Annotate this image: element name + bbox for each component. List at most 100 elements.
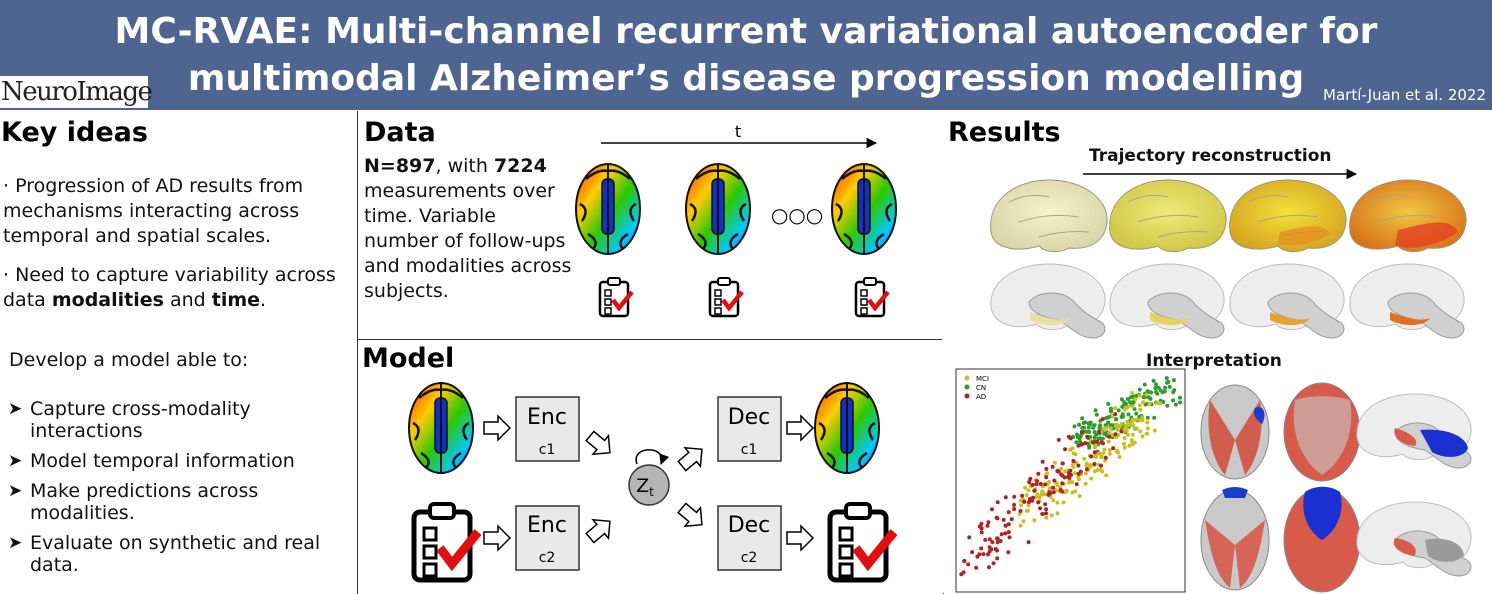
scatter-point: [995, 540, 1000, 545]
scatter-point: [977, 552, 982, 557]
scatter-point: [966, 562, 971, 567]
hippocampus-highlight: [1150, 312, 1190, 326]
scatter-point: [1101, 451, 1106, 456]
brain-scan-3: [830, 162, 898, 256]
scatter-point: [1104, 473, 1109, 478]
scatter-point: [1151, 378, 1156, 383]
scatter-point: [1098, 423, 1103, 428]
scatter-point: [1116, 450, 1121, 455]
recurrent-loop-icon: [635, 449, 670, 465]
scatter-point: [1044, 466, 1049, 471]
atrophy-region: [1395, 222, 1458, 248]
scatter-point: [1060, 473, 1065, 478]
scatter-point: [1134, 426, 1139, 431]
scatter-point: [1072, 424, 1077, 429]
scatter-point: [1040, 489, 1045, 494]
cortex-brain-2: [1109, 179, 1227, 253]
scatter-point: [1055, 500, 1060, 505]
legend-marker-cn: [964, 384, 970, 390]
scatter-point: [1084, 467, 1089, 472]
scatter-point: [995, 500, 1000, 505]
latent-label: Zt: [636, 475, 654, 499]
scatter-point: [1125, 419, 1130, 424]
scatter-point: [1012, 494, 1017, 499]
scatter-point: [987, 565, 991, 570]
scatter-point: [1114, 417, 1119, 422]
latent-node: [628, 464, 670, 506]
interpretation-brain-1: [1200, 384, 1270, 480]
encoder-c1-channel: c1: [539, 442, 556, 458]
scatter-point: [1026, 500, 1031, 505]
subcortical-brain-4: [1349, 263, 1465, 339]
scatter-point: [1080, 425, 1085, 430]
scatter-point: [974, 565, 979, 570]
scatter-point: [1092, 423, 1097, 428]
scatter-point: [1107, 431, 1112, 436]
scatter-point: [991, 561, 996, 566]
scatter-point: [1071, 465, 1076, 469]
scatter-point: [1092, 435, 1097, 440]
data-measurements: 7224: [493, 155, 547, 177]
scatter-point: [1129, 438, 1134, 443]
scatter-point: [1055, 511, 1060, 516]
scatter-point: [1099, 455, 1104, 460]
scatter-point: [1145, 431, 1150, 436]
scatter-point: [1087, 443, 1092, 448]
scatter-point: [1077, 494, 1082, 498]
scatter-point: [1038, 482, 1043, 486]
scatter-point: [979, 530, 984, 535]
scatter-point: [1066, 471, 1071, 476]
model-output-brain: [813, 381, 881, 475]
scatter-point: [1073, 489, 1078, 494]
scatter-point: [1122, 445, 1127, 450]
model-heading: Model: [362, 343, 455, 374]
clipboard-icon: [600, 278, 632, 316]
scatter-point: [1044, 507, 1049, 512]
scatter-point: [1051, 498, 1056, 503]
scatter-point: [1076, 443, 1081, 448]
legend-label-ad: AD: [976, 393, 986, 401]
scatter-point: [993, 547, 998, 551]
scatter-point: [985, 523, 990, 528]
scatter-point: [1126, 432, 1130, 437]
scatter-point: [1093, 408, 1098, 413]
scatter-point: [1071, 459, 1076, 463]
data-heading: Data: [364, 117, 436, 148]
scatter-point: [1145, 415, 1150, 420]
scatter-point: [1133, 397, 1138, 401]
list-item: Evaluate on synthetic and real data.: [8, 532, 353, 576]
scatter-point: [998, 539, 1003, 543]
interpretation-subcortical-1: [1356, 393, 1472, 469]
scatter-point: [1060, 481, 1065, 486]
scatter-point: [1145, 426, 1150, 431]
scatter-point: [999, 532, 1004, 537]
data-rest-1: measurements over time.: [364, 180, 555, 227]
legend-marker-ad: [964, 393, 970, 399]
data-rest-2: Variable number of follow-ups and modali…: [364, 205, 566, 277]
brain-scan-2: [684, 162, 752, 256]
scatter-point: [1012, 502, 1017, 507]
scatter-point: [1141, 400, 1146, 405]
interpretation-brain-4: [1283, 486, 1361, 593]
key-ideas-point-2: · Need to capture variability across dat…: [3, 263, 357, 313]
scatter-legend: MCI CN AD: [964, 375, 989, 401]
arrow-right-icon: [483, 525, 511, 551]
scatter-point: [1125, 423, 1130, 428]
scatter-point: [1122, 441, 1126, 446]
scatter-point: [1084, 429, 1089, 434]
scatter-point: [1028, 496, 1032, 501]
title-line-1: MC-RVAE: Multi-channel recurrent variati…: [114, 11, 1378, 52]
scatter-point: [1114, 424, 1119, 429]
scatter-point: [1145, 420, 1150, 425]
point-2-bold-modalities: modalities: [51, 289, 164, 311]
scatter-point: [1018, 509, 1023, 513]
scatter-point: [1153, 386, 1158, 390]
scatter-point: [961, 570, 966, 575]
legend-label-cn: CN: [976, 384, 986, 392]
decoder-c1-box: [717, 396, 782, 462]
scatter-point: [1165, 403, 1170, 408]
scatter-point: [1164, 376, 1169, 381]
interpretation-brain-2: [1283, 382, 1361, 482]
scatter-point: [1034, 482, 1039, 487]
